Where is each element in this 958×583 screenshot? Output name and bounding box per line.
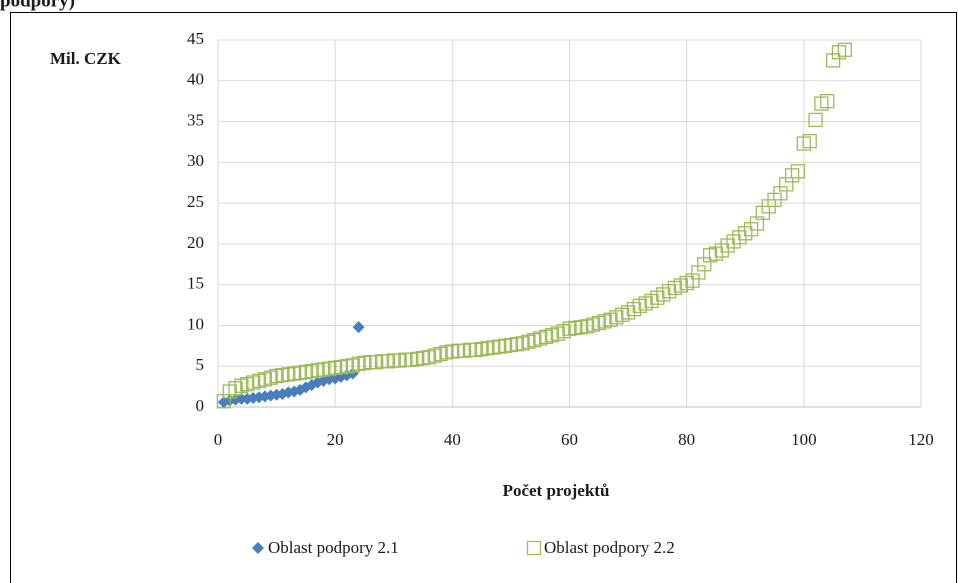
point — [808, 112, 823, 128]
x-tick-label: 120 — [908, 430, 934, 449]
point — [820, 94, 835, 109]
legend-label: Oblast podpory 2.2 — [544, 538, 675, 557]
point — [802, 133, 817, 149]
y-tick-label: 30 — [187, 151, 204, 170]
legend-marker — [252, 542, 264, 554]
y-tick-label: 40 — [187, 70, 204, 89]
point — [352, 321, 365, 334]
y-tick-label: 35 — [187, 110, 204, 129]
x-tick-label: 100 — [791, 430, 817, 449]
y-tick-label: 15 — [187, 274, 204, 293]
x-tick-label: 80 — [678, 430, 695, 449]
frame — [10, 12, 957, 583]
legend-label: Oblast podpory 2.1 — [268, 538, 399, 557]
x-axis-label: Počet projektů — [503, 481, 610, 500]
y-tick-label: 20 — [187, 233, 204, 252]
point — [790, 164, 806, 179]
y-tick-label: 10 — [187, 314, 204, 333]
x-tick-label: 20 — [327, 430, 344, 449]
x-tick-label: 0 — [214, 430, 223, 449]
x-tick-label: 60 — [561, 430, 578, 449]
caption: podpory) — [0, 0, 75, 11]
x-tick-label: 40 — [444, 430, 461, 449]
y-tick-label: 0 — [196, 396, 205, 415]
legend-marker — [526, 540, 542, 556]
y-tick-label: 5 — [196, 355, 205, 374]
y-axis-label: Mil. CZK — [50, 49, 122, 68]
point — [837, 42, 852, 57]
y-tick-label: 45 — [187, 29, 204, 48]
y-tick-label: 25 — [187, 192, 204, 211]
